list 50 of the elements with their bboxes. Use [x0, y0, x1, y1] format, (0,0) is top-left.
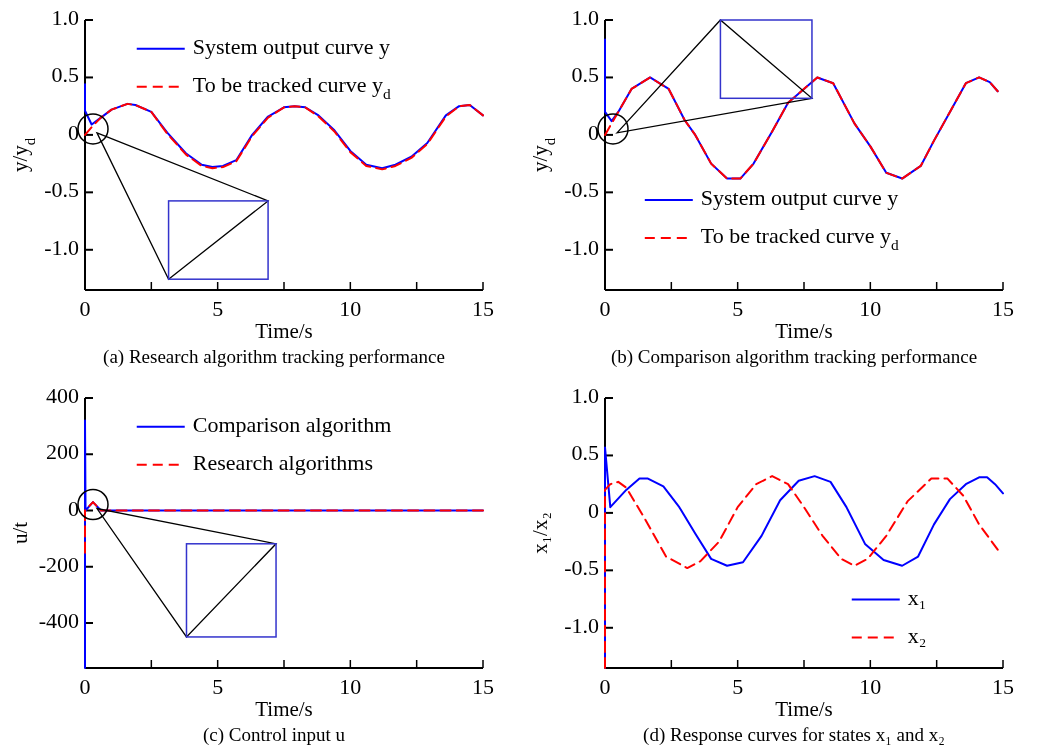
x-axis-title: Time/s	[775, 697, 833, 721]
y-tick-label: 0.5	[51, 62, 79, 88]
x-axis-title: Time/s	[255, 319, 313, 343]
y-tick-label: 1.0	[571, 383, 599, 409]
x-tick-label: 15	[992, 674, 1014, 699]
y-tick-label: 0	[68, 119, 79, 145]
x-tick-label: 5	[732, 296, 744, 321]
y-axis-title: x₁/x₂	[528, 512, 552, 554]
x-axis-title: Time/s	[255, 697, 313, 721]
y-axis-title: u/t	[8, 521, 32, 545]
y-tick-label: 0.5	[571, 62, 599, 88]
x-tick-label: 15	[992, 296, 1014, 321]
x-tick-label: 15	[472, 296, 494, 321]
legend-label: To be tracked curve y$_{d}$	[192, 71, 392, 102]
text: (a) Research algorithm tracking performance	[103, 346, 445, 368]
y-tick-label: -1.0	[564, 612, 599, 638]
text: (b) Comparison algorithm tracking performance	[610, 346, 978, 368]
y-tick-label: 0	[588, 497, 599, 523]
legend-label: x₂	[907, 622, 927, 648]
x-tick-label: 5	[212, 674, 224, 699]
x-tick-label: 15	[472, 674, 494, 699]
y-tick-label: 0	[68, 495, 79, 521]
y-tick-label: -1.0	[564, 234, 599, 260]
y-tick-label: -200	[38, 551, 79, 577]
x-axis-title: Time/s	[775, 319, 833, 343]
y-tick-label: -0.5	[564, 177, 599, 203]
x-tick-label: 5	[212, 296, 224, 321]
legend-label: x₁	[907, 584, 927, 610]
legend-label: To be tracked curve y$_{d}$	[700, 223, 900, 254]
y-tick-label: -0.5	[564, 555, 599, 581]
legend-label: System output curve y	[700, 185, 899, 211]
x-tick-label: 10	[859, 674, 882, 699]
legend-label: Comparison algorithm	[192, 411, 392, 437]
x-tick-label: 10	[339, 296, 362, 321]
y-tick-label: -1.0	[44, 234, 79, 260]
y-tick-label: 200	[46, 439, 79, 465]
y-tick-label: 1.0	[571, 5, 599, 31]
y-tick-label: 0	[588, 119, 599, 145]
text: (d) Response curves for states x₁ and x₂	[643, 724, 945, 746]
x-tick-label: 10	[859, 296, 882, 321]
legend-label: Research algorithms	[192, 449, 373, 475]
legend-label: System output curve y	[192, 33, 391, 59]
x-tick-label: 5	[732, 674, 744, 699]
y-tick-label: 1.0	[51, 5, 79, 31]
x-tick-label: 10	[339, 674, 362, 699]
y-tick-label: -0.5	[44, 177, 79, 203]
y-tick-label: 400	[46, 383, 79, 409]
y-tick-label: -400	[38, 608, 79, 634]
text: (c) Control input u	[203, 724, 346, 746]
y-tick-label: 0.5	[571, 440, 599, 466]
